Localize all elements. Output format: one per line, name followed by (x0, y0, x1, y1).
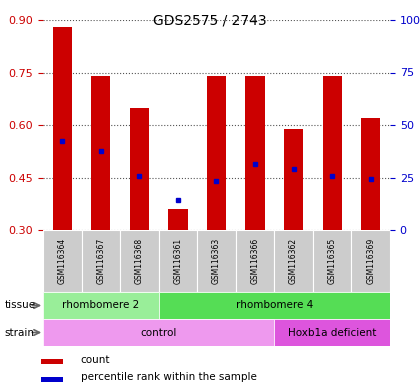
Text: GSM116365: GSM116365 (328, 238, 337, 284)
Bar (41, 377, 63, 382)
Bar (274, 230, 313, 292)
Bar (120, 230, 159, 292)
Bar (91, 76, 110, 230)
Text: GDS2575 / 2743: GDS2575 / 2743 (153, 13, 267, 27)
Text: tissue: tissue (4, 301, 35, 311)
Bar (43, 319, 274, 346)
Text: Hoxb1a deficient: Hoxb1a deficient (288, 328, 376, 338)
Bar (207, 76, 226, 230)
Bar (130, 108, 149, 230)
Text: control: control (140, 328, 177, 338)
Bar (361, 118, 381, 230)
Bar (313, 230, 352, 292)
Bar (236, 230, 274, 292)
Bar (274, 319, 390, 346)
Text: GSM116367: GSM116367 (96, 238, 105, 284)
Text: GSM116361: GSM116361 (173, 238, 182, 284)
Bar (284, 129, 303, 230)
Bar (43, 230, 81, 292)
Bar (352, 230, 390, 292)
Text: rhombomere 4: rhombomere 4 (236, 301, 313, 311)
Bar (43, 292, 159, 319)
Bar (323, 76, 342, 230)
Text: percentile rank within the sample: percentile rank within the sample (81, 372, 257, 382)
Text: GSM116366: GSM116366 (251, 238, 260, 284)
Bar (52, 27, 72, 230)
Bar (197, 230, 236, 292)
Bar (159, 230, 197, 292)
Text: GSM116369: GSM116369 (366, 238, 375, 284)
Text: strain: strain (4, 328, 34, 338)
Text: GSM116364: GSM116364 (58, 238, 67, 284)
Bar (168, 209, 188, 230)
Text: GSM116363: GSM116363 (212, 238, 221, 284)
Bar (245, 76, 265, 230)
Text: GSM116362: GSM116362 (289, 238, 298, 284)
Bar (81, 230, 120, 292)
Text: count: count (81, 354, 110, 364)
Text: GSM116368: GSM116368 (135, 238, 144, 284)
Bar (159, 292, 390, 319)
Bar (41, 359, 63, 364)
Text: rhombomere 2: rhombomere 2 (62, 301, 139, 311)
